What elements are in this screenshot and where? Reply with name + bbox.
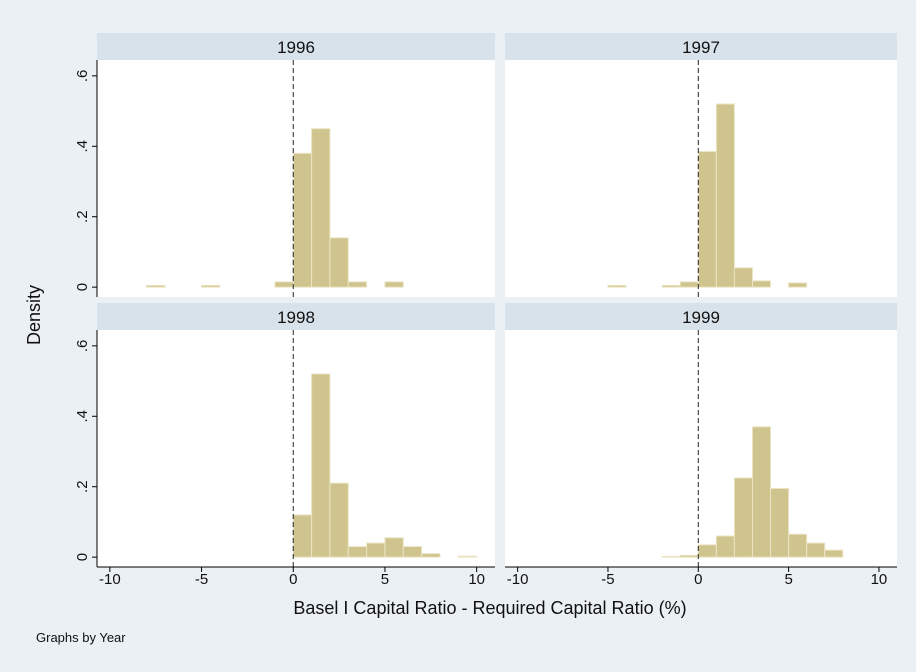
bar xyxy=(347,546,368,558)
bar xyxy=(402,546,423,558)
bar xyxy=(366,542,386,558)
panel-title: 1996 xyxy=(277,38,315,57)
bar xyxy=(146,284,166,288)
bar xyxy=(751,426,772,558)
bar xyxy=(292,152,313,288)
bar xyxy=(770,487,790,558)
x-tick-label: 5 xyxy=(784,571,792,588)
y-tick-label: .2 xyxy=(74,480,91,493)
bar xyxy=(292,514,313,558)
x-tick-label: 10 xyxy=(468,571,485,588)
bar xyxy=(607,284,627,288)
panel-header xyxy=(505,303,897,330)
panel-title: 1999 xyxy=(682,308,720,327)
y-tick-label: .4 xyxy=(74,410,91,423)
y-tick-label: .4 xyxy=(74,140,91,153)
bar xyxy=(201,284,221,288)
x-tick-label: 0 xyxy=(694,571,702,588)
bar xyxy=(679,281,699,288)
panel-title: 1998 xyxy=(277,308,315,327)
y-tick-label: .6 xyxy=(74,70,91,83)
bar xyxy=(788,533,808,558)
bar xyxy=(788,282,808,288)
x-axis-label: Basel I Capital Ratio - Required Capital… xyxy=(293,598,686,618)
bar xyxy=(697,151,717,288)
bar xyxy=(697,544,717,558)
panel-title: 1997 xyxy=(682,38,720,57)
bar xyxy=(679,554,699,558)
panel-header xyxy=(97,303,495,330)
x-tick-label: 5 xyxy=(381,571,389,588)
x-tick-label: -10 xyxy=(99,571,121,588)
y-tick-label: 0 xyxy=(74,553,91,561)
bar xyxy=(311,373,331,558)
bar xyxy=(751,280,772,288)
bar xyxy=(457,555,478,558)
plot-area xyxy=(505,330,897,567)
bar xyxy=(661,555,681,558)
bar xyxy=(311,128,331,288)
y-tick-label: .6 xyxy=(74,340,91,353)
bar xyxy=(274,281,294,288)
x-tick-label: -10 xyxy=(507,571,529,588)
bar xyxy=(733,267,753,288)
bar xyxy=(806,542,826,558)
bar xyxy=(384,281,404,288)
x-tick-label: -5 xyxy=(601,571,614,588)
panel-header xyxy=(505,33,897,60)
bar xyxy=(715,535,735,558)
bar xyxy=(329,237,349,288)
bar xyxy=(347,281,368,288)
bar xyxy=(715,103,735,288)
y-tick-label: 0 xyxy=(74,283,91,291)
bar xyxy=(824,549,844,558)
note: Graphs by Year xyxy=(36,630,126,645)
y-axis-label: Density xyxy=(24,285,44,345)
bar xyxy=(421,553,441,558)
bar xyxy=(661,284,681,288)
panel-header xyxy=(97,33,495,60)
bar xyxy=(329,482,349,558)
y-tick-label: .2 xyxy=(74,210,91,223)
x-tick-label: 10 xyxy=(871,571,888,588)
bar xyxy=(384,537,404,558)
x-tick-label: 0 xyxy=(289,571,297,588)
bar xyxy=(733,477,753,558)
x-tick-label: -5 xyxy=(195,571,208,588)
